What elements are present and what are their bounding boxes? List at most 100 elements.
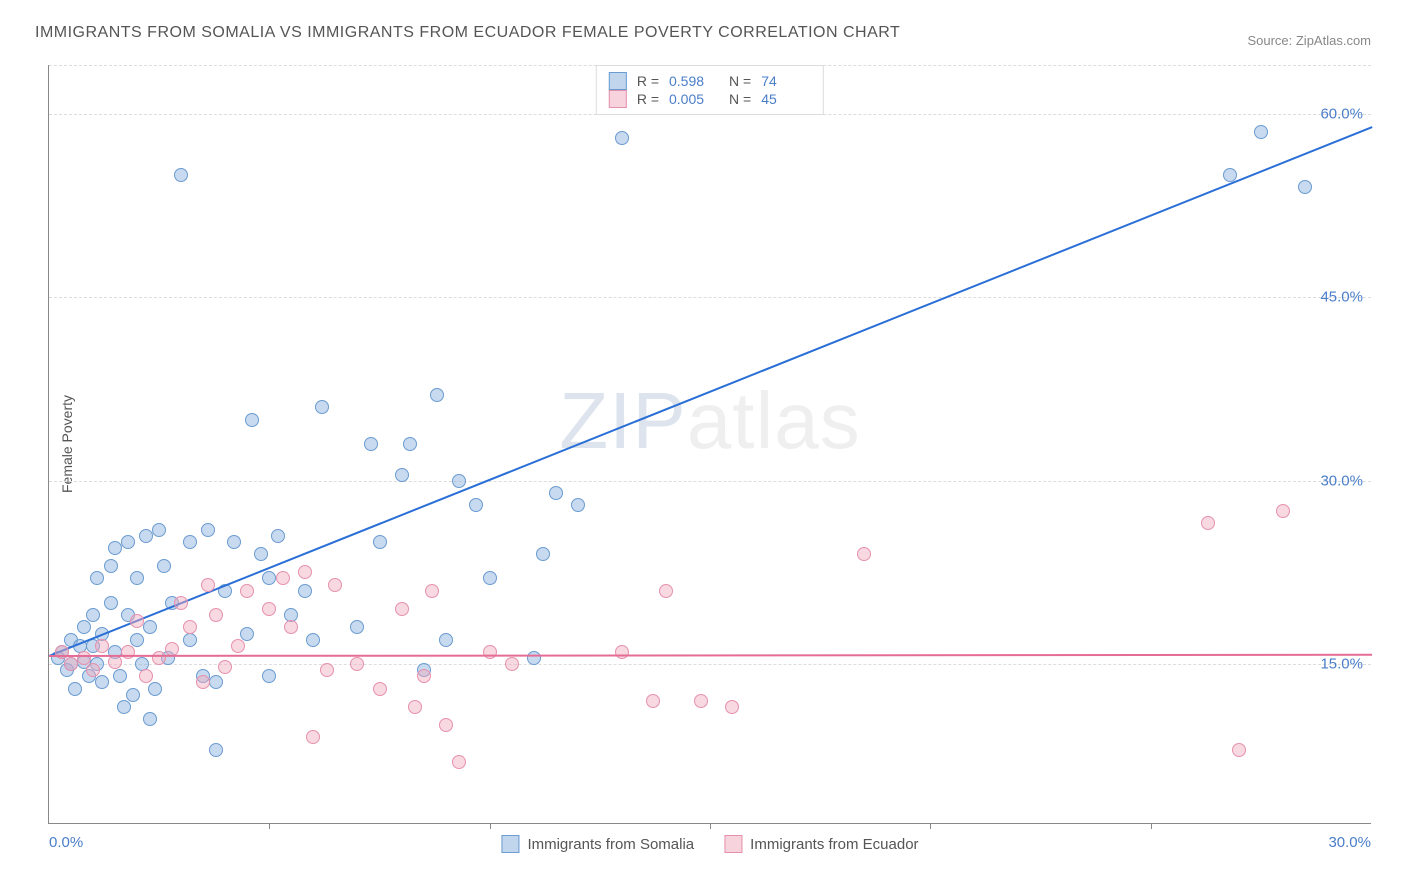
stat-n-label: N =	[729, 91, 751, 107]
scatter-point	[262, 571, 276, 585]
stat-n-value: 74	[761, 73, 811, 89]
scatter-point	[571, 498, 585, 512]
legend-stat-row: R =0.598N =74	[609, 72, 811, 90]
watermark: ZIPatlas	[559, 375, 860, 467]
scatter-point	[536, 547, 550, 561]
scatter-point	[262, 669, 276, 683]
x-tick-mark	[930, 823, 931, 829]
grid-line-h	[49, 114, 1371, 115]
legend-label: Immigrants from Somalia	[527, 836, 694, 853]
y-axis-label: Female Poverty	[59, 395, 75, 493]
scatter-point	[143, 712, 157, 726]
scatter-point	[549, 486, 563, 500]
scatter-point	[117, 700, 131, 714]
y-tick-label: 60.0%	[1320, 105, 1363, 122]
scatter-point	[126, 688, 140, 702]
scatter-point	[395, 468, 409, 482]
x-tick-mark	[1151, 823, 1152, 829]
legend-swatch	[609, 72, 627, 90]
scatter-point	[130, 633, 144, 647]
scatter-point	[350, 657, 364, 671]
scatter-point	[1232, 743, 1246, 757]
scatter-point	[694, 694, 708, 708]
scatter-point	[231, 639, 245, 653]
scatter-point	[373, 682, 387, 696]
stat-r-value: 0.005	[669, 91, 719, 107]
legend-stats: R =0.598N =74R =0.005N =45	[596, 65, 824, 115]
scatter-point	[364, 437, 378, 451]
scatter-point	[240, 584, 254, 598]
scatter-point	[430, 388, 444, 402]
scatter-point	[68, 682, 82, 696]
scatter-point	[86, 608, 100, 622]
trend-line	[49, 126, 1373, 657]
scatter-point	[254, 547, 268, 561]
scatter-point	[725, 700, 739, 714]
scatter-point	[183, 633, 197, 647]
scatter-point	[174, 168, 188, 182]
y-tick-label: 45.0%	[1320, 289, 1363, 306]
scatter-point	[130, 571, 144, 585]
scatter-point	[201, 578, 215, 592]
scatter-point	[95, 639, 109, 653]
scatter-point	[373, 535, 387, 549]
scatter-point	[315, 400, 329, 414]
scatter-point	[646, 694, 660, 708]
scatter-point	[209, 608, 223, 622]
scatter-point	[417, 669, 431, 683]
scatter-point	[439, 718, 453, 732]
scatter-point	[298, 565, 312, 579]
grid-line-h	[49, 297, 1371, 298]
legend-swatch	[724, 835, 742, 853]
scatter-point	[183, 620, 197, 634]
scatter-point	[121, 535, 135, 549]
scatter-point	[452, 755, 466, 769]
scatter-point	[90, 571, 104, 585]
grid-line-h	[49, 664, 1371, 665]
x-tick-mark	[490, 823, 491, 829]
x-tick-mark	[269, 823, 270, 829]
scatter-point	[615, 131, 629, 145]
scatter-point	[527, 651, 541, 665]
y-tick-label: 15.0%	[1320, 656, 1363, 673]
grid-line-h	[49, 65, 1371, 66]
legend-swatch	[501, 835, 519, 853]
x-tick-label: 0.0%	[49, 834, 83, 851]
scatter-point	[209, 675, 223, 689]
scatter-point	[245, 413, 259, 427]
y-tick-label: 30.0%	[1320, 472, 1363, 489]
scatter-point	[306, 730, 320, 744]
scatter-point	[284, 620, 298, 634]
scatter-point	[615, 645, 629, 659]
scatter-point	[77, 620, 91, 634]
legend-stat-row: R =0.005N =45	[609, 90, 811, 108]
stat-n-value: 45	[761, 91, 811, 107]
scatter-point	[139, 529, 153, 543]
scatter-point	[113, 669, 127, 683]
scatter-point	[227, 535, 241, 549]
scatter-point	[298, 584, 312, 598]
scatter-point	[104, 559, 118, 573]
scatter-point	[483, 645, 497, 659]
scatter-point	[196, 675, 210, 689]
legend-series: Immigrants from Somalia Immigrants from E…	[501, 835, 918, 853]
stat-r-label: R =	[637, 73, 659, 89]
scatter-point	[95, 675, 109, 689]
legend-swatch	[609, 90, 627, 108]
scatter-point	[174, 596, 188, 610]
scatter-point	[1201, 516, 1215, 530]
scatter-point	[152, 651, 166, 665]
scatter-point	[262, 602, 276, 616]
scatter-point	[350, 620, 364, 634]
watermark-zip: ZIP	[559, 376, 686, 465]
legend-label: Immigrants from Ecuador	[750, 836, 918, 853]
scatter-point	[108, 541, 122, 555]
scatter-point	[1298, 180, 1312, 194]
scatter-point	[659, 584, 673, 598]
scatter-point	[403, 437, 417, 451]
scatter-point	[148, 682, 162, 696]
scatter-point	[439, 633, 453, 647]
x-tick-label: 30.0%	[1328, 834, 1371, 851]
stat-n-label: N =	[729, 73, 751, 89]
scatter-point	[425, 584, 439, 598]
